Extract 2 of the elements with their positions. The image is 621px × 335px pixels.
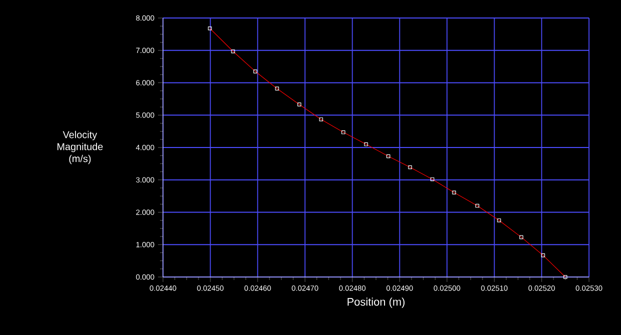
x-axis-title: Position (m) xyxy=(348,298,405,308)
y-axis-title: Velocity Magnitude (m/s) xyxy=(57,130,103,164)
